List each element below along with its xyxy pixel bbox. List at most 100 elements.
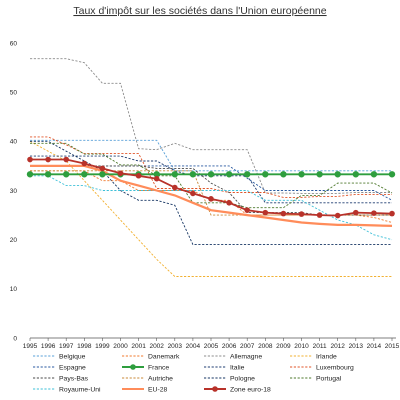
data-point xyxy=(63,156,69,163)
x-tick-label: 1995 xyxy=(23,343,38,350)
legend-marker xyxy=(212,386,218,392)
data-point xyxy=(207,171,215,178)
series-espagne xyxy=(30,165,393,201)
series-royaume-uni xyxy=(30,175,393,241)
series-zone-euro-18 xyxy=(27,156,395,219)
series-line xyxy=(30,158,393,217)
legend-label: Pays-Bas xyxy=(59,375,89,382)
legend-label: Italie xyxy=(230,364,245,371)
series-line xyxy=(30,155,392,204)
data-point xyxy=(353,209,359,216)
legend-item: Royaume-Uni xyxy=(33,386,101,393)
y-tick-label: 0 xyxy=(13,335,17,342)
data-point xyxy=(244,207,250,213)
data-point xyxy=(81,171,88,178)
data-point xyxy=(225,171,233,178)
series-line xyxy=(30,139,392,172)
y-tick-label: 50 xyxy=(10,89,18,96)
data-point xyxy=(26,171,34,178)
series-pologne xyxy=(30,140,392,246)
series-allemagne xyxy=(30,58,392,194)
data-point xyxy=(262,171,269,178)
series-line xyxy=(30,142,393,209)
series-irlande xyxy=(29,140,392,277)
data-point xyxy=(189,171,197,178)
x-tick-label: 2005 xyxy=(204,343,219,350)
data-point xyxy=(334,171,341,178)
x-tick-label: 2006 xyxy=(222,343,237,350)
data-point xyxy=(153,171,160,178)
series-france xyxy=(26,171,396,178)
x-tick-label: 2007 xyxy=(240,343,255,350)
x-tick-label: 2002 xyxy=(149,343,164,350)
legend-item: Pays-Bas xyxy=(33,375,89,382)
legend: Belgique Danemark Allemagne Irlande Espagne F… xyxy=(33,353,354,393)
data-point xyxy=(226,199,232,206)
series-line xyxy=(29,140,392,277)
data-point xyxy=(135,172,142,179)
x-tick-label: 1999 xyxy=(95,343,110,350)
chart-title: Taux d'impôt sur les sociétés dans l'Uni… xyxy=(73,5,326,17)
data-point xyxy=(298,171,305,178)
x-tick-label: 2000 xyxy=(113,343,128,350)
x-tick-label: 2003 xyxy=(168,343,183,350)
series-line xyxy=(30,165,392,216)
x-tick-label: 1997 xyxy=(59,343,74,350)
data-point xyxy=(208,196,214,202)
data-point xyxy=(334,212,341,219)
series-eu-28 xyxy=(30,164,393,227)
legend-item: Portugal xyxy=(290,375,342,382)
data-point xyxy=(153,175,160,182)
data-point xyxy=(99,165,106,172)
data-point xyxy=(117,170,124,177)
legend-label: Zone euro-18 xyxy=(230,386,271,393)
y-tick-label: 30 xyxy=(10,188,18,195)
series-line xyxy=(30,58,392,194)
series-belgique xyxy=(30,139,392,172)
legend-item: Espagne xyxy=(33,364,86,371)
legend-label: Portugal xyxy=(316,375,342,382)
legend-label: Allemagne xyxy=(230,353,262,360)
data-point xyxy=(389,210,395,217)
legend-label: Danemark xyxy=(148,353,180,360)
y-tick-label: 20 xyxy=(10,237,18,244)
data-point xyxy=(388,171,396,178)
legend-item: Irlande xyxy=(290,353,337,360)
series-line xyxy=(30,165,393,201)
y-tick-label: 60 xyxy=(10,40,18,47)
series-luxembourg xyxy=(30,136,392,198)
legend-item: Danemark xyxy=(122,353,180,360)
data-point xyxy=(99,171,106,178)
legend-item: Belgique xyxy=(33,353,86,360)
legend-label: France xyxy=(148,364,169,371)
x-tick-label: 2008 xyxy=(258,343,273,350)
data-point xyxy=(44,171,52,178)
legend-label: Royaume-Uni xyxy=(59,386,101,393)
data-point xyxy=(280,210,287,217)
legend-label: Espagne xyxy=(59,364,86,371)
series-line xyxy=(30,140,392,246)
data-point xyxy=(62,171,70,178)
data-point xyxy=(244,171,251,178)
x-tick-label: 2012 xyxy=(330,343,345,350)
data-point xyxy=(280,171,287,178)
data-point xyxy=(172,184,178,191)
legend-label: Irlande xyxy=(316,353,337,360)
data-point xyxy=(81,160,88,167)
data-point xyxy=(27,156,33,163)
legend-label: Autriche xyxy=(148,375,173,382)
series-layer xyxy=(26,58,396,277)
data-point xyxy=(262,209,269,216)
x-tick-label: 2010 xyxy=(294,343,309,350)
data-point xyxy=(316,212,323,218)
legend-item: Zone euro-18 xyxy=(204,386,271,393)
legend-item: Luxembourg xyxy=(290,364,354,371)
legend-label: Pologne xyxy=(230,375,255,382)
x-tick-label: 2015 xyxy=(385,343,400,350)
legend-item: Allemagne xyxy=(204,353,262,360)
x-tick-label: 2014 xyxy=(367,343,382,350)
data-point xyxy=(190,190,196,197)
legend-item: France xyxy=(122,364,169,371)
